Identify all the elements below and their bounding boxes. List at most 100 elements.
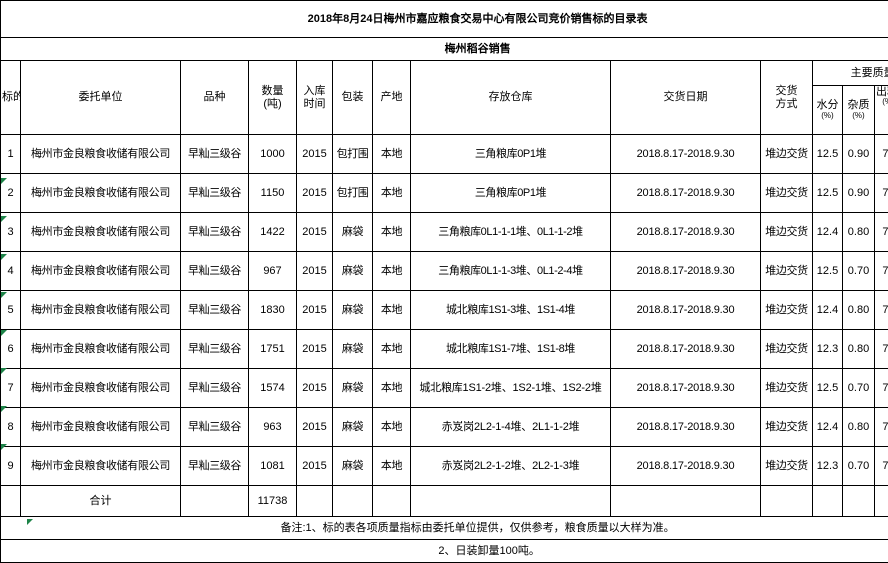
cell-quantity: 963 (249, 408, 297, 447)
cell-variety: 早籼三级谷 (181, 135, 249, 174)
cell-total-delivery-method (761, 486, 813, 517)
column-header-quantity-line1: 数量 (262, 85, 284, 97)
cell-quantity: 1830 (249, 291, 297, 330)
cell-variety: 早籼三级谷 (181, 291, 249, 330)
cell-origin: 本地 (373, 213, 411, 252)
cell-moisture: 12.4 (813, 408, 843, 447)
cell-moisture: 12.4 (813, 213, 843, 252)
cell-moisture: 12.5 (813, 174, 843, 213)
cell-quantity: 1150 (249, 174, 297, 213)
cell-packaging: 包打围 (333, 135, 373, 174)
cell-moisture: 12.5 (813, 252, 843, 291)
cell-variety: 早籼三级谷 (181, 408, 249, 447)
cell-packaging: 麻袋 (333, 291, 373, 330)
note-text-1: 备注:1、标的表各项质量指标由委托单位提供，仅供参考，粮食质量以大样为准。 (1, 517, 888, 540)
cell-entrust-unit: 梅州市金良粮食收储有限公司 (21, 252, 181, 291)
column-header-impurity: 杂质 (%) (843, 86, 875, 135)
cell-delivery-date: 2018.8.17-2018.9.30 (611, 174, 761, 213)
cell-entrust-unit: 梅州市金良粮食收储有限公司 (21, 408, 181, 447)
cell-delivery-method: 堆边交货 (761, 213, 813, 252)
cell-brown-rice-rate: 76 (875, 291, 888, 330)
column-header-entrust-unit: 委托单位 (21, 61, 181, 135)
cell-quantity: 1751 (249, 330, 297, 369)
column-header-storage-time: 入库 时间 (297, 61, 333, 135)
cell-delivery-method: 堆边交货 (761, 369, 813, 408)
cell-variety: 早籼三级谷 (181, 174, 249, 213)
cell-warehouse: 城北粮库1S1-3堆、1S1-4堆 (411, 291, 611, 330)
cell-delivery-date: 2018.8.17-2018.9.30 (611, 369, 761, 408)
column-header-brown-rice-rate-label: 出糙率 (876, 86, 888, 98)
cell-error-indicator-icon (1, 216, 7, 222)
cell-moisture: 12.3 (813, 330, 843, 369)
column-header-delivery-method: 交货 方式 (761, 61, 813, 135)
cell-brown-rice-rate: 76 (875, 408, 888, 447)
cell-quantity: 1000 (249, 135, 297, 174)
cell-lot-no: 7 (1, 369, 21, 408)
column-header-origin: 产地 (373, 61, 411, 135)
cell-storage-time: 2015 (297, 291, 333, 330)
cell-brown-rice-rate: 76 (875, 447, 888, 486)
column-header-quality-group: 主要质量指标 (813, 61, 888, 86)
cell-error-indicator-icon (1, 330, 7, 336)
column-header-moisture-unit: (%) (814, 112, 841, 121)
cell-impurity: 0.70 (843, 447, 875, 486)
page-title: 2018年8月24日梅州市嘉应粮食交易中心有限公司竞价销售标的目录表 (1, 1, 888, 38)
header-row-top: 标的号 委托单位 品种 数量 (吨) 入库 时间 包装 产地 存放仓库 交货日期… (1, 61, 888, 86)
cell-packaging: 麻袋 (333, 408, 373, 447)
cell-storage-time: 2015 (297, 447, 333, 486)
cell-impurity: 0.90 (843, 174, 875, 213)
cell-entrust-unit: 梅州市金良粮食收储有限公司 (21, 213, 181, 252)
column-header-moisture: 水分 (%) (813, 86, 843, 135)
cell-delivery-date: 2018.8.17-2018.9.30 (611, 291, 761, 330)
cell-error-indicator-icon (1, 292, 7, 298)
cell-quantity: 967 (249, 252, 297, 291)
cell-impurity: 0.70 (843, 369, 875, 408)
cell-warehouse: 赤岌岗2L2-1-2堆、2L2-1-3堆 (411, 447, 611, 486)
cell-origin: 本地 (373, 408, 411, 447)
cell-warehouse: 城北粮库1S1-2堆、1S2-1堆、1S2-2堆 (411, 369, 611, 408)
column-header-brown-rice-rate: 出糙率 (%) (875, 86, 888, 135)
cell-error-indicator-icon (1, 254, 7, 260)
column-header-variety: 品种 (181, 61, 249, 135)
cell-total-moisture (813, 486, 843, 517)
cell-delivery-date: 2018.8.17-2018.9.30 (611, 330, 761, 369)
cell-entrust-unit: 梅州市金良粮食收储有限公司 (21, 174, 181, 213)
cell-moisture: 12.3 (813, 447, 843, 486)
cell-delivery-method: 堆边交货 (761, 252, 813, 291)
cell-variety: 早籼三级谷 (181, 252, 249, 291)
cell-brown-rice-rate: 76 (875, 135, 888, 174)
cell-impurity: 0.80 (843, 330, 875, 369)
cell-impurity: 0.80 (843, 408, 875, 447)
column-header-warehouse: 存放仓库 (411, 61, 611, 135)
column-header-quantity: 数量 (吨) (249, 61, 297, 135)
cell-impurity: 0.90 (843, 135, 875, 174)
cell-delivery-method: 堆边交货 (761, 291, 813, 330)
spreadsheet-sheet: 2018年8月24日梅州市嘉应粮食交易中心有限公司竞价销售标的目录表 梅州稻谷销… (0, 0, 888, 545)
cell-brown-rice-rate: 76 (875, 213, 888, 252)
cell-total-label: 合计 (21, 486, 181, 517)
cell-total-spacer (1, 486, 21, 517)
table-row: 1 梅州市金良粮食收储有限公司 早籼三级谷 1000 2015 包打围 本地 三… (1, 135, 888, 174)
cell-brown-rice-rate: 76 (875, 174, 888, 213)
cell-storage-time: 2015 (297, 252, 333, 291)
cell-quantity: 1081 (249, 447, 297, 486)
cell-total-delivery-date (611, 486, 761, 517)
note-row-2: 2、日装卸量100吨。 (1, 540, 888, 563)
cell-warehouse: 三角粮库0P1堆 (411, 174, 611, 213)
cell-delivery-date: 2018.8.17-2018.9.30 (611, 135, 761, 174)
column-header-delivery-date: 交货日期 (611, 61, 761, 135)
cell-origin: 本地 (373, 291, 411, 330)
cell-impurity: 0.80 (843, 213, 875, 252)
subtitle-row: 梅州稻谷销售 (1, 38, 888, 61)
note-text-2: 2、日装卸量100吨。 (1, 540, 888, 563)
column-header-lot-no: 标的号 (1, 61, 21, 135)
cell-storage-time: 2015 (297, 174, 333, 213)
cell-total-variety (181, 486, 249, 517)
cell-error-indicator-icon (1, 406, 7, 412)
table-row: 3 梅州市金良粮食收储有限公司 早籼三级谷 1422 2015 麻袋 本地 三角… (1, 213, 888, 252)
cell-origin: 本地 (373, 369, 411, 408)
cell-total-brown-rice-rate (875, 486, 888, 517)
cell-origin: 本地 (373, 135, 411, 174)
cell-warehouse: 三角粮库0P1堆 (411, 135, 611, 174)
